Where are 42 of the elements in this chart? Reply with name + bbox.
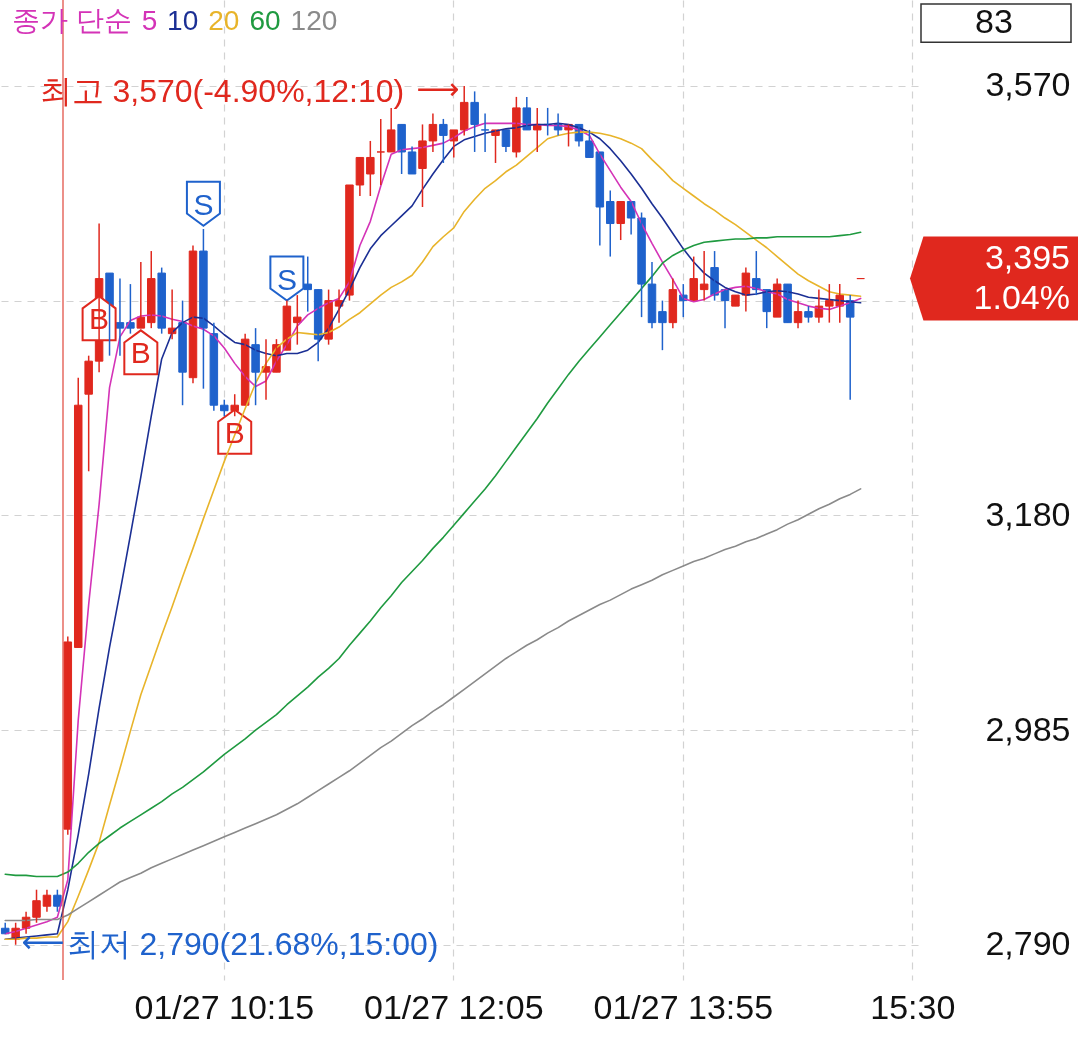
- y-tick-label: 3,570: [985, 65, 1071, 104]
- candlestick: [147, 250, 156, 329]
- text: S: [193, 187, 214, 221]
- candlestick: [32, 888, 41, 924]
- text: 3,395 1.04%: [973, 237, 1070, 316]
- x-tick-label: 15:30: [870, 987, 956, 1026]
- candlestick: [606, 189, 615, 258]
- y-tick-label: 2,790: [985, 924, 1071, 963]
- text: 20: [208, 5, 240, 36]
- text: 60: [249, 5, 281, 36]
- candlestick: [470, 90, 479, 153]
- x-tick-label: 01/27 13:55: [593, 987, 774, 1026]
- annotation: 최고 3,570(-4.90%,12:10): [39, 72, 405, 109]
- x-tick-label: 01/27 12:05: [363, 987, 544, 1026]
- candlestick: [418, 123, 427, 208]
- series-label: S: [276, 262, 297, 296]
- candlestick: [658, 299, 667, 351]
- annotation: 최저 2,790(21.68%,15:00): [66, 925, 439, 962]
- candlestick: [251, 327, 260, 406]
- text: 120: [290, 5, 338, 36]
- candlestick: [199, 228, 208, 390]
- candlestick: [783, 283, 792, 324]
- candlestick: [157, 266, 166, 335]
- text: 5: [141, 5, 158, 36]
- annotation: ⟶: [416, 70, 460, 106]
- candlestick: [699, 250, 709, 302]
- candlestick: [616, 200, 625, 241]
- candlestick: [439, 118, 448, 164]
- text: B: [130, 336, 151, 370]
- text: 10: [167, 5, 199, 36]
- y-tick-label: 2,985: [985, 709, 1071, 748]
- candlestick: [397, 123, 406, 175]
- candlestick: [84, 354, 93, 473]
- text: 83: [975, 2, 1013, 40]
- x-tick-label: 01/27 10:15: [134, 987, 315, 1026]
- candlestick: [293, 294, 302, 346]
- candlestick: [512, 96, 521, 159]
- y-tick-label: 3,180: [985, 494, 1071, 533]
- line-series: [4, 231, 862, 878]
- candlestick: [689, 255, 698, 302]
- candlestick: [178, 299, 187, 406]
- candlestick: [366, 140, 375, 197]
